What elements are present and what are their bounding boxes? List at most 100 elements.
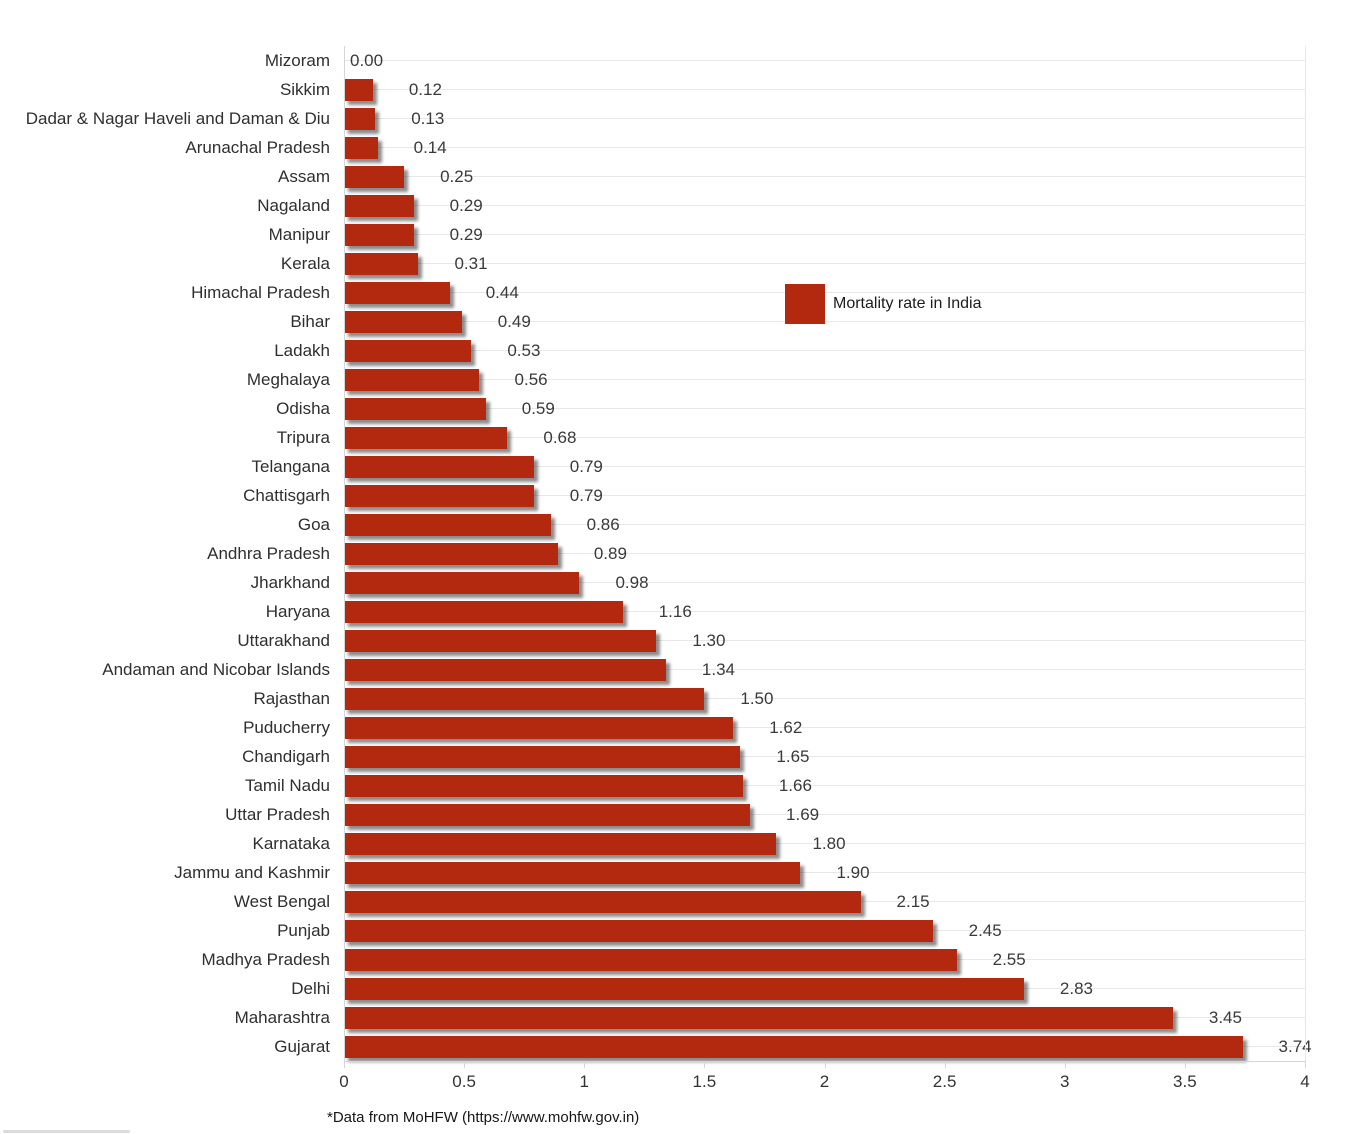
x-axis-tick: [1305, 1061, 1306, 1068]
category-label: Goa: [297, 514, 330, 534]
bar: [344, 861, 801, 884]
bar: [344, 571, 580, 594]
category-label: Tripura: [276, 427, 330, 447]
bottom-edge-artifact: [3, 1130, 130, 1133]
value-label: 1.66: [778, 775, 812, 795]
value-label: 0.68: [543, 427, 577, 447]
y-axis-line: [344, 46, 345, 1062]
value-label: 1.50: [740, 688, 774, 708]
category-label: Assam: [278, 166, 330, 186]
bar: [344, 426, 508, 449]
plot-right-gridline: [1305, 46, 1306, 1062]
value-label: 3.74: [1278, 1036, 1312, 1056]
row-gridline: [344, 234, 1305, 235]
category-label: Himachal Pradesh: [191, 282, 330, 302]
category-label: Puducherry: [243, 717, 330, 737]
category-label: Madhya Pradesh: [201, 949, 330, 969]
category-label: Chandigarh: [242, 746, 330, 766]
category-label: Karnataka: [252, 833, 331, 853]
value-label: 0.25: [440, 166, 474, 186]
category-label: Jharkhand: [250, 572, 330, 592]
row-gridline: [344, 60, 1305, 61]
category-label: Uttar Pradesh: [225, 804, 330, 824]
source-footnote: *Data from MoHFW (https://www.mohfw.gov.…: [327, 1109, 640, 1126]
category-label: Andhra Pradesh: [207, 543, 330, 563]
bar: [344, 136, 378, 159]
row-gridline: [344, 408, 1305, 409]
x-axis-tick-label: 0: [339, 1072, 349, 1091]
category-label: Maharashtra: [234, 1007, 330, 1027]
bar: [344, 948, 957, 971]
legend-label: Mortality rate in India: [833, 295, 982, 312]
value-label: 0.79: [569, 456, 603, 476]
category-label: Gujarat: [274, 1036, 330, 1056]
category-label: Ladakh: [274, 340, 330, 360]
bar: [344, 78, 373, 101]
x-axis-tick-label: 3.5: [1173, 1072, 1197, 1091]
x-axis-tick-label: 1: [579, 1072, 589, 1091]
bar: [344, 310, 462, 333]
x-axis-tick-label: 0.5: [452, 1072, 476, 1091]
category-label: Manipur: [268, 224, 330, 244]
bar: [344, 252, 419, 275]
row-gridline: [344, 582, 1305, 583]
category-label: Jammu and Kashmir: [174, 862, 330, 882]
category-label: Delhi: [291, 978, 330, 998]
category-label: Meghalaya: [246, 369, 330, 389]
value-label: 0.44: [485, 282, 519, 302]
category-label: Haryana: [265, 601, 330, 621]
value-label: 0.13: [411, 108, 445, 128]
bar: [344, 368, 479, 391]
bar: [344, 455, 534, 478]
x-axis-tick-label: 3: [1060, 1072, 1070, 1091]
x-axis-tick: [1184, 1061, 1186, 1068]
bar: [344, 339, 472, 362]
category-label: Odisha: [276, 398, 330, 418]
row-gridline: [344, 205, 1305, 206]
row-gridline: [344, 147, 1305, 148]
row-gridline: [344, 669, 1305, 670]
category-label: Telangana: [251, 456, 330, 476]
value-label: 0.79: [569, 485, 603, 505]
bar: [344, 1035, 1243, 1058]
category-label: Punjab: [277, 920, 330, 940]
value-label: 0.89: [593, 543, 627, 563]
category-label: Mizoram: [264, 50, 330, 70]
row-gridline: [344, 698, 1305, 699]
value-label: 1.62: [769, 717, 803, 737]
value-label: 1.16: [658, 601, 692, 621]
value-label: 2.45: [968, 920, 1002, 940]
row-gridline: [344, 350, 1305, 351]
bar: [344, 1006, 1173, 1029]
row-gridline: [344, 466, 1305, 467]
row-gridline: [344, 495, 1305, 496]
category-label: West Bengal: [233, 891, 330, 911]
row-gridline: [344, 814, 1305, 815]
category-label: Rajasthan: [253, 688, 330, 708]
row-gridline: [344, 437, 1305, 438]
category-label: Uttarakhand: [237, 630, 330, 650]
row-gridline: [344, 263, 1305, 264]
row-gridline: [344, 872, 1305, 873]
value-label: 1.90: [836, 862, 870, 882]
bar: [344, 629, 657, 652]
bar: [344, 542, 558, 565]
bar: [344, 513, 551, 536]
row-gridline: [344, 176, 1305, 177]
row-gridline: [344, 524, 1305, 525]
bar: [344, 484, 534, 507]
bar: [344, 977, 1024, 1000]
row-gridline: [344, 785, 1305, 786]
value-label: 0.12: [408, 79, 442, 99]
bar: [344, 716, 734, 739]
x-axis-tick: [1064, 1061, 1066, 1068]
legend-swatch-icon: [785, 284, 825, 324]
row-gridline: [344, 379, 1305, 380]
value-label: 1.30: [692, 630, 726, 650]
value-label: 0.49: [497, 311, 531, 331]
value-label: 0.31: [454, 253, 488, 273]
bar: [344, 194, 414, 217]
x-axis-tick: [464, 1061, 466, 1068]
value-label: 0.98: [615, 572, 649, 592]
